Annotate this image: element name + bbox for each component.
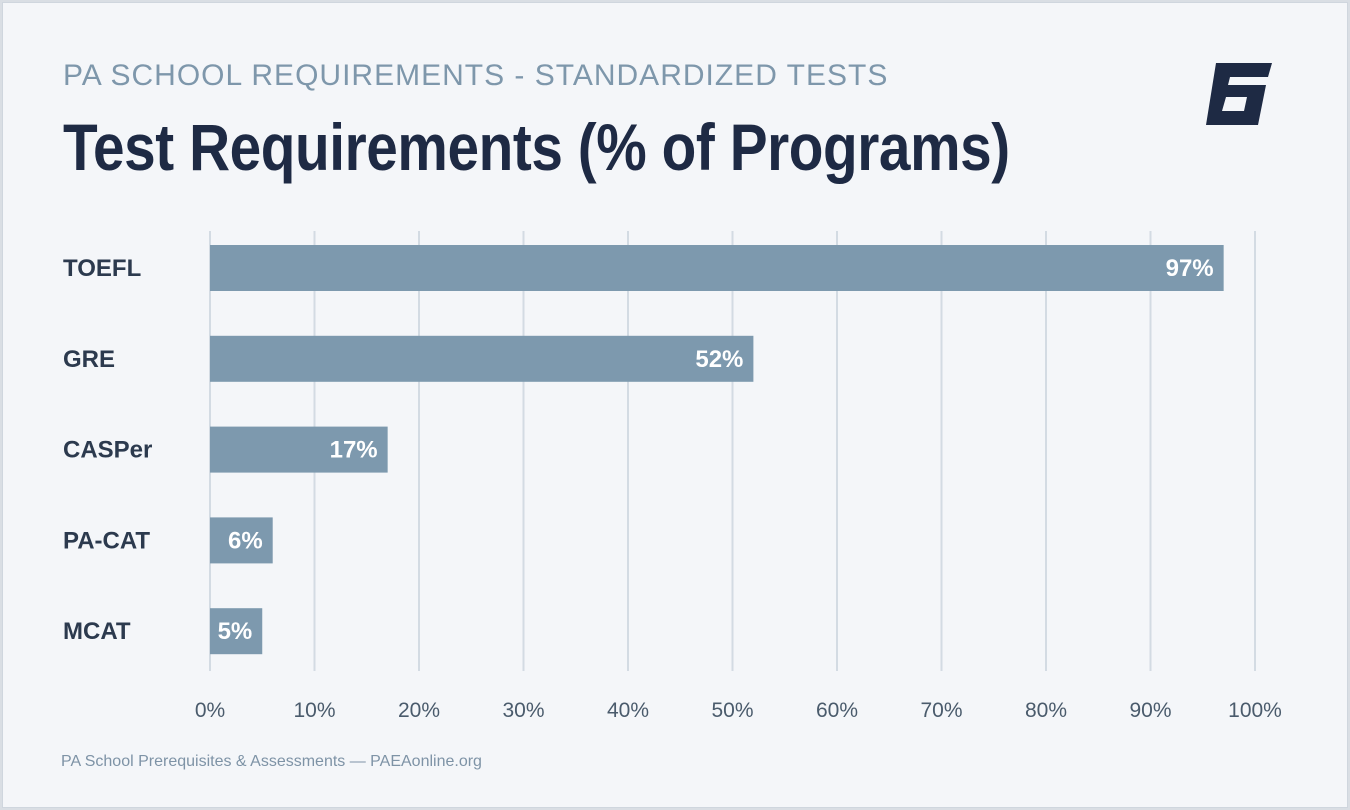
category-label: TOEFL — [63, 255, 141, 282]
category-label: CASPer — [63, 437, 152, 464]
chart-eyebrow: PA SCHOOL REQUIREMENTS - STANDARDIZED TE… — [63, 59, 889, 92]
data-label: 97% — [1166, 255, 1214, 282]
x-tick-label: 80% — [1025, 699, 1067, 722]
category-label: GRE — [63, 346, 115, 373]
brand-g-logo-icon — [1206, 63, 1272, 125]
bar — [210, 245, 1224, 291]
data-label: 17% — [330, 437, 378, 464]
bar — [210, 335, 754, 382]
category-label: MCAT — [63, 618, 131, 645]
bar — [210, 608, 263, 655]
bar-chart: 0% 10% 20% 30% 40% 50% 60% 70% 80% 90% 100% TOEFL 97… — [63, 231, 1282, 722]
bar — [210, 426, 388, 473]
x-tick-label: 10% — [293, 699, 335, 722]
category-label: PA-CAT — [63, 527, 150, 554]
x-tick-label: 20% — [398, 699, 440, 722]
x-tick-label: 30% — [502, 699, 544, 722]
x-tick-label: 90% — [1129, 699, 1171, 722]
data-label: 5% — [218, 618, 253, 645]
bar — [210, 517, 273, 564]
data-label: 52% — [695, 346, 743, 373]
x-tick-label: 50% — [711, 699, 753, 722]
data-label: 6% — [228, 527, 263, 554]
x-tick-label: 40% — [607, 699, 649, 722]
x-tick-label: 0% — [195, 699, 225, 722]
x-tick-label: 100% — [1228, 699, 1282, 722]
source-note: PA School Prerequisites & Assessments — … — [61, 753, 482, 770]
chart-title: Test Requirements (% of Programs) — [63, 110, 1010, 184]
x-tick-label: 70% — [920, 699, 962, 722]
x-tick-label: 60% — [816, 699, 858, 722]
